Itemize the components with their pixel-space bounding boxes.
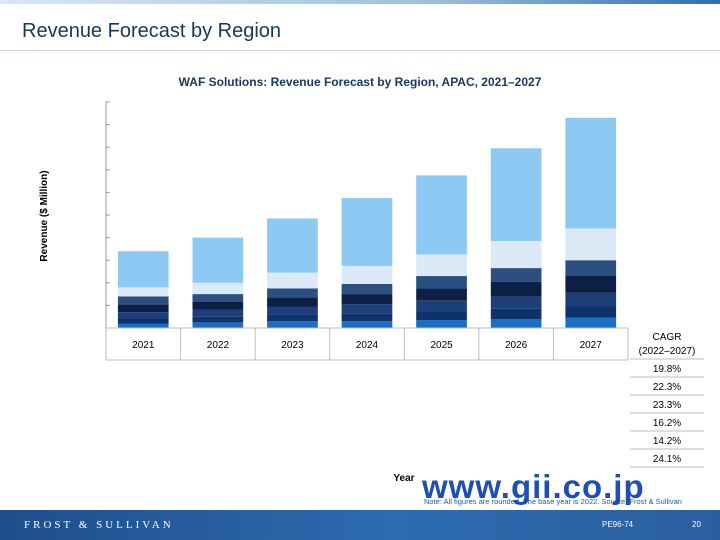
bar-2023-segment-6 [267,272,318,289]
bar-2023-segment-5 [267,288,318,298]
x-tick-label-2025: 2025 [430,340,453,351]
bar-2026-segment-2 [490,308,542,319]
x-tick-label-2027: 2027 [580,340,603,351]
bar-2025-segment-2 [416,311,467,321]
bar-2026-segment-3 [490,296,542,309]
top-accent-line [0,0,720,4]
bar-2026-segment-6 [490,241,542,269]
bar-2022-segment-5 [192,294,244,302]
x-tick-label-2022: 2022 [207,340,230,351]
footer-bar: FROST & SULLIVAN PE96-74 20 [0,510,720,540]
bar-2021-segment-5 [117,296,169,305]
title-divider [0,50,720,51]
x-axis-label: Year [393,473,414,484]
bar-2021-segment-4 [117,304,169,313]
cagr-value-4: 16.2% [653,418,681,429]
bar-2027-segment-5 [565,260,617,276]
plot-area: 2021 2022 2023 2024 2025 2026 2027 CAGR (2022–20… [105,101,704,468]
bar-2023-segment-4 [267,297,318,307]
revenue-chart: WAF Solutions: Revenue Forecast by Regio… [39,75,704,484]
bar-2027-segment-3 [565,293,617,307]
source-note: Note: All figures are rounded. The base … [424,497,682,506]
bar-2024-segment-7 [341,198,393,266]
bar-2021-segment-3 [117,312,169,319]
bar-2021-segment-7 [117,251,169,288]
report-code: PE96-74 [602,520,634,529]
watermark: www.gii.co.jp [422,468,645,505]
bar-2023-segment-2 [267,314,318,322]
bar-2022-segment-2 [192,316,244,323]
bar-2023-segment-7 [267,218,318,273]
cagr-value-3: 23.3% [653,400,681,411]
bar-2024-segment-6 [341,265,393,284]
bar-2025-segment-7 [416,175,467,255]
bar-2027-segment-6 [565,228,617,261]
page-number: 20 [692,520,701,529]
bar-2024-segment-4 [341,294,393,305]
cagr-value-1: 19.8% [653,364,681,375]
bar-2022-segment-7 [192,237,244,283]
x-tick-label-2026: 2026 [505,340,528,351]
bar-2024-segment-2 [341,313,393,322]
bar-2022-segment-1 [192,322,244,329]
bar-2022-segment-6 [192,282,244,295]
chart-title: WAF Solutions: Revenue Forecast by Regio… [179,75,542,89]
bar-2026-segment-4 [490,281,542,297]
cagr-header-period: (2022–2027) [639,346,696,357]
bar-2025-segment-1 [416,320,467,328]
bar-2027-segment-4 [565,276,617,293]
x-tick-label-2023: 2023 [281,340,304,351]
bar-2024-segment-3 [341,304,393,314]
bar-2027-segment-1 [565,317,617,328]
cagr-value-2: 22.3% [653,382,681,393]
cagr-value-5: 14.2% [653,436,681,447]
cagr-value-6: 24.1% [653,454,681,465]
bar-2027-segment-7 [565,117,617,229]
bar-2026-segment-5 [490,268,542,282]
bar-2021-segment-6 [117,287,169,297]
x-tick-label-2021: 2021 [132,340,155,351]
bar-2024-segment-1 [341,321,393,328]
bar-2026-segment-7 [490,148,542,241]
bar-2026-segment-1 [490,319,542,328]
bar-2023-segment-3 [267,306,318,315]
bar-2021-segment-2 [117,319,169,324]
cagr-header-label: CAGR [653,332,682,343]
bar-2025-segment-3 [416,300,467,312]
bar-2025-segment-4 [416,288,467,301]
slide-title: Revenue Forecast by Region [22,20,282,42]
brand-logo-text: FROST & SULLIVAN [24,519,174,531]
bar-2024-segment-5 [341,283,393,295]
bar-2021-segment-1 [117,323,169,328]
bar-2023-segment-1 [267,321,318,328]
bar-2022-segment-4 [192,302,244,310]
bar-2025-segment-5 [416,276,467,289]
y-axis-label: Revenue ($ Million) [39,170,50,261]
x-tick-label-2024: 2024 [356,340,379,351]
bar-2027-segment-2 [565,306,617,318]
bar-2025-segment-6 [416,254,467,277]
bar-2022-segment-3 [192,309,244,317]
